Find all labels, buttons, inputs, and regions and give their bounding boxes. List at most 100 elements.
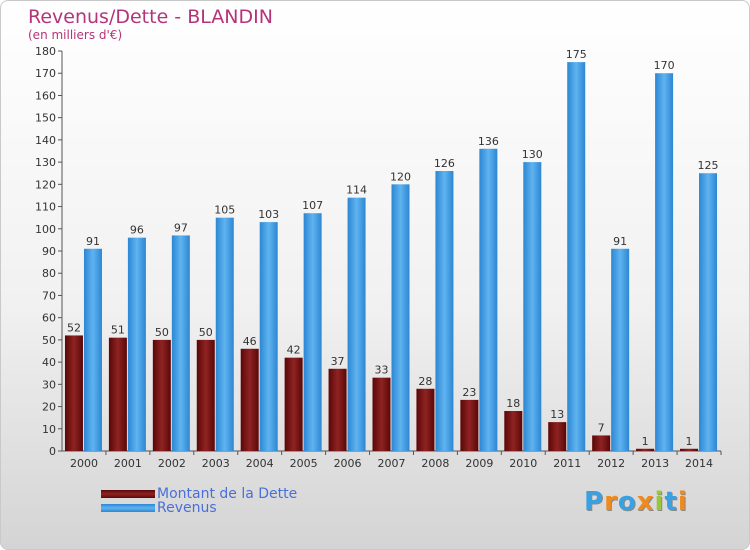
x-tick-label: 2007 xyxy=(378,457,406,470)
logo-letter: o xyxy=(617,487,637,517)
debt-value-label: 42 xyxy=(287,344,301,357)
logo-letter: i xyxy=(677,487,688,517)
x-tick-label: 2000 xyxy=(70,457,98,470)
revenue-bar xyxy=(699,173,718,451)
revenue-bar xyxy=(83,248,102,451)
debt-value-label: 13 xyxy=(550,408,564,421)
legend-swatch-debt xyxy=(101,490,155,498)
revenue-value-label: 107 xyxy=(302,199,323,212)
revenue-value-label: 136 xyxy=(478,135,499,148)
x-tick-label: 2012 xyxy=(597,457,625,470)
x-tick-label: 2003 xyxy=(202,457,230,470)
revenue-bar xyxy=(391,184,410,452)
x-tick-label: 2009 xyxy=(465,457,493,470)
chart-subtitle: (en milliers d'€) xyxy=(28,28,123,42)
y-tick-label: 0 xyxy=(49,445,56,458)
debt-value-label: 18 xyxy=(506,397,520,410)
debt-bar xyxy=(680,448,699,451)
debt-value-label: 23 xyxy=(462,386,476,399)
y-tick-label: 60 xyxy=(42,312,56,325)
y-tick-label: 10 xyxy=(42,423,56,436)
x-tick-label: 2006 xyxy=(334,457,362,470)
revenue-value-label: 114 xyxy=(346,184,367,197)
revenue-bar xyxy=(567,62,586,451)
legend-item-debt: Montant de la Dette xyxy=(101,486,298,502)
revenue-value-label: 120 xyxy=(390,170,411,183)
revenue-bar xyxy=(479,148,498,451)
debt-bar xyxy=(416,388,435,451)
debt-bar xyxy=(196,339,215,451)
revenue-value-label: 91 xyxy=(86,235,100,248)
debt-value-label: 50 xyxy=(199,326,213,339)
y-tick-label: 150 xyxy=(35,112,56,125)
revenue-bar xyxy=(655,73,674,451)
revenue-bar xyxy=(523,162,542,451)
revenue-bar xyxy=(171,235,190,451)
debt-bar xyxy=(592,435,611,451)
x-tick-label: 2010 xyxy=(509,457,537,470)
y-tick-label: 80 xyxy=(42,267,56,280)
y-tick-label: 50 xyxy=(42,334,56,347)
debt-value-label: 7 xyxy=(598,421,605,434)
revenue-bar xyxy=(611,248,630,451)
proxiti-logo: Proxiti xyxy=(584,487,688,517)
x-tick-label: 2002 xyxy=(158,457,186,470)
debt-bar xyxy=(240,348,259,451)
y-tick-label: 180 xyxy=(35,45,56,58)
debt-bar xyxy=(460,399,479,451)
x-tick-label: 2014 xyxy=(685,457,713,470)
x-tick-label: 2011 xyxy=(553,457,581,470)
y-tick-label: 40 xyxy=(42,356,56,369)
revenue-value-label: 96 xyxy=(130,224,144,237)
logo-letter: P xyxy=(584,487,605,517)
logo-letter: t xyxy=(664,487,678,517)
chart-title: Revenus/Dette - BLANDIN xyxy=(28,6,273,28)
y-tick-label: 70 xyxy=(42,289,56,302)
debt-value-label: 1 xyxy=(686,435,693,448)
debt-bar xyxy=(548,422,567,451)
revenue-bar xyxy=(215,217,234,451)
y-tick-label: 120 xyxy=(35,178,56,191)
legend-item-revenue: Revenus xyxy=(101,500,297,516)
y-tick-label: 90 xyxy=(42,245,56,258)
legend-label-debt: Montant de la Dette xyxy=(157,486,298,502)
y-tick-label: 160 xyxy=(35,89,56,102)
debt-bar xyxy=(372,377,391,451)
y-tick-label: 20 xyxy=(42,401,56,414)
legend-label-revenue: Revenus xyxy=(157,500,217,516)
debt-value-label: 52 xyxy=(67,321,81,334)
revenue-value-label: 126 xyxy=(434,157,455,170)
revenue-bar xyxy=(303,213,322,451)
debt-bar xyxy=(636,448,655,451)
y-tick-label: 140 xyxy=(35,134,56,147)
debt-value-label: 51 xyxy=(111,324,125,337)
revenue-bar xyxy=(127,237,146,451)
x-tick-label: 2001 xyxy=(114,457,142,470)
y-tick-label: 110 xyxy=(35,201,56,214)
debt-value-label: 33 xyxy=(375,364,389,377)
y-tick-label: 130 xyxy=(35,156,56,169)
x-tick-label: 2004 xyxy=(246,457,274,470)
y-tick-label: 100 xyxy=(35,223,56,236)
revenue-value-label: 125 xyxy=(698,159,719,172)
logo-letter: i xyxy=(654,487,665,517)
revenue-bar xyxy=(435,171,454,451)
x-tick-label: 2008 xyxy=(421,457,449,470)
revenue-value-label: 105 xyxy=(214,204,235,217)
debt-value-label: 50 xyxy=(155,326,169,339)
logo-letter: r xyxy=(604,487,618,517)
debt-bar xyxy=(284,357,303,451)
debt-value-label: 46 xyxy=(243,335,257,348)
debt-bar xyxy=(504,411,523,451)
debt-bar xyxy=(64,335,83,451)
debt-value-label: 37 xyxy=(331,355,345,368)
debt-bar xyxy=(108,337,127,451)
revenue-value-label: 97 xyxy=(174,221,188,234)
legend-swatch-revenue xyxy=(101,504,155,512)
chart-legend: Montant de la Dette Revenus xyxy=(101,486,298,516)
debt-value-label: 28 xyxy=(418,375,432,388)
y-tick-label: 30 xyxy=(42,378,56,391)
revenue-value-label: 91 xyxy=(613,235,627,248)
